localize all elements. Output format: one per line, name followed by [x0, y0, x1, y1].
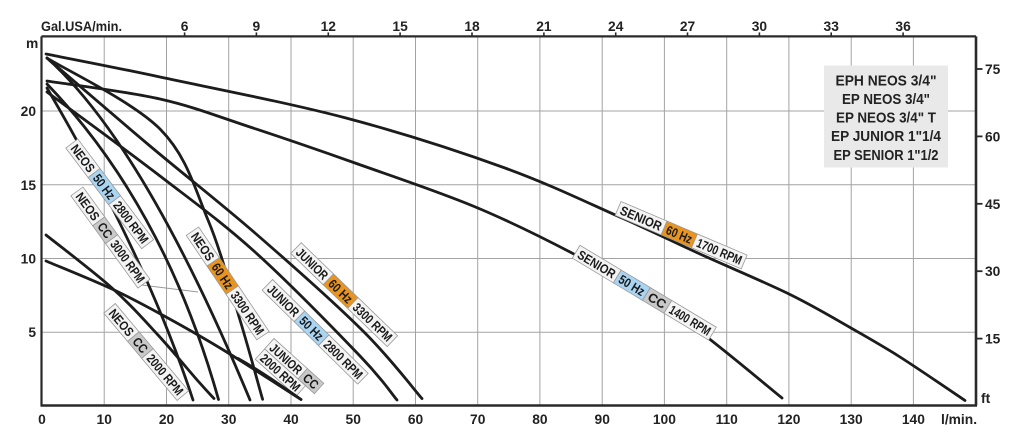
svg-text:0: 0 [38, 412, 46, 427]
svg-text:24: 24 [608, 19, 624, 34]
svg-text:10: 10 [21, 252, 37, 267]
svg-text:18: 18 [464, 19, 480, 34]
svg-text:30: 30 [985, 264, 1001, 279]
svg-text:20: 20 [21, 104, 37, 119]
svg-text:80: 80 [532, 412, 548, 427]
svg-text:21: 21 [536, 19, 552, 34]
svg-text:33: 33 [824, 19, 840, 34]
svg-text:36: 36 [895, 19, 911, 34]
svg-text:75: 75 [985, 62, 1001, 77]
svg-text:140: 140 [902, 412, 925, 427]
svg-text:30: 30 [221, 412, 237, 427]
svg-text:130: 130 [840, 412, 863, 427]
svg-text:9: 9 [253, 19, 261, 34]
svg-text:50: 50 [346, 412, 362, 427]
svg-text:EP SENIOR 1"1/2: EP SENIOR 1"1/2 [834, 148, 939, 164]
svg-text:60: 60 [985, 129, 1001, 144]
svg-text:45: 45 [985, 197, 1001, 212]
svg-text:120: 120 [777, 412, 800, 427]
svg-text:EP NEOS 3/4" T: EP NEOS 3/4" T [836, 111, 936, 127]
svg-text:15: 15 [21, 178, 37, 193]
svg-text:10: 10 [97, 412, 113, 427]
svg-text:30: 30 [752, 19, 768, 34]
svg-text:40: 40 [283, 412, 299, 427]
svg-text:l/min.: l/min. [941, 412, 977, 427]
svg-text:EPH NEOS 3/4": EPH NEOS 3/4" [836, 73, 937, 89]
svg-text:70: 70 [470, 412, 486, 427]
svg-text:90: 90 [595, 412, 611, 427]
svg-text:110: 110 [716, 412, 739, 427]
svg-text:12: 12 [321, 19, 337, 34]
svg-text:m: m [26, 36, 38, 51]
svg-text:20: 20 [159, 412, 175, 427]
svg-text:15: 15 [392, 19, 408, 34]
svg-text:EP JUNIOR 1"1/4: EP JUNIOR 1"1/4 [831, 129, 942, 145]
svg-text:27: 27 [680, 19, 696, 34]
svg-text:Gal.USA/min.: Gal.USA/min. [41, 19, 122, 34]
svg-text:15: 15 [985, 332, 1001, 347]
svg-text:60: 60 [408, 412, 424, 427]
svg-text:6: 6 [181, 19, 189, 34]
svg-text:5: 5 [28, 325, 36, 340]
svg-text:ft: ft [981, 391, 991, 406]
svg-text:100: 100 [653, 412, 676, 427]
svg-text:EP NEOS 3/4": EP NEOS 3/4" [842, 92, 930, 108]
